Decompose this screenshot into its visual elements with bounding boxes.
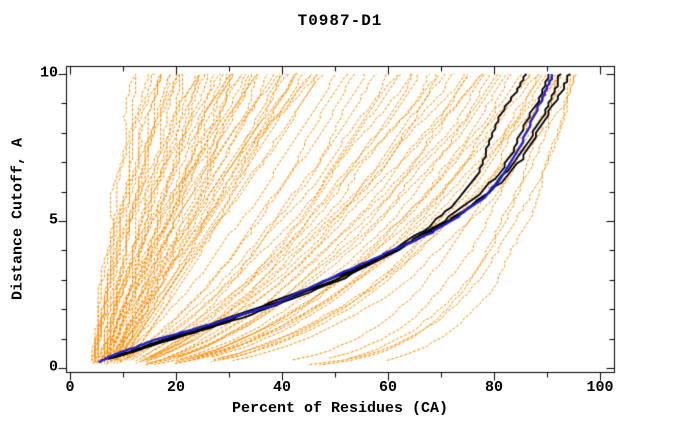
x-tick-label-100: 100 — [586, 379, 614, 396]
y-tick-label-5: 5 — [48, 211, 58, 229]
y-tick-label-0: 0 — [48, 358, 58, 376]
x-tick-label-80: 80 — [484, 379, 504, 396]
x-tick-label-20: 20 — [166, 379, 186, 396]
x-tick-label-60: 60 — [378, 379, 398, 396]
y-axis-label: Distance Cutoff, A — [9, 137, 27, 301]
x-tick-label-0: 0 — [65, 379, 75, 396]
chart-title: T0987-D1 — [297, 12, 383, 30]
x-tick-label-40: 40 — [272, 379, 292, 396]
y-tick-label-10: 10 — [39, 64, 58, 82]
x-axis-label: Percent of Residues (CA) — [231, 400, 449, 417]
